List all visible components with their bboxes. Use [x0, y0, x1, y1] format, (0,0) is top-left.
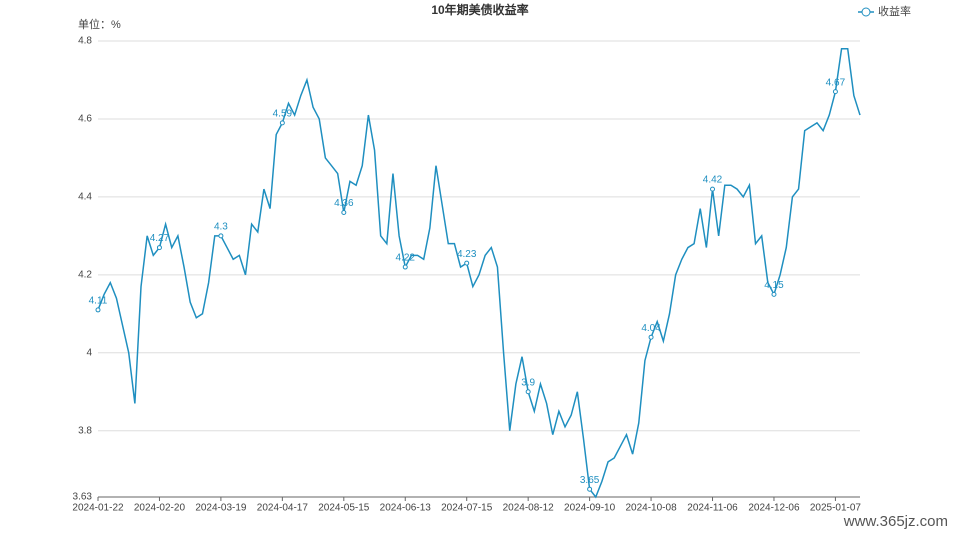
y-tick-label: 4.2 — [78, 269, 92, 280]
data-point — [402, 264, 408, 270]
data-point — [95, 307, 101, 313]
x-tick-label: 2024-06-13 — [380, 503, 432, 514]
data-label: 4.22 — [396, 253, 416, 264]
x-tick-label: 2024-04-17 — [257, 503, 309, 514]
data-label: 4.42 — [703, 175, 723, 186]
watermark: www.365jz.com — [843, 513, 948, 530]
y-tick-label: 4.4 — [78, 192, 92, 203]
data-point — [771, 291, 777, 297]
legend-marker — [861, 7, 871, 17]
data-point — [525, 389, 531, 395]
data-label: 4.3 — [214, 222, 228, 233]
y-tick-label: 3.8 — [78, 425, 92, 436]
data-label: 4.04 — [641, 323, 661, 334]
x-tick-label: 2025-01-07 — [810, 503, 862, 514]
data-point — [341, 209, 347, 215]
x-tick-label: 2024-08-12 — [503, 503, 555, 514]
data-point — [832, 89, 838, 95]
data-label: 4.27 — [150, 233, 170, 244]
data-line — [97, 48, 861, 499]
data-label: 3.9 — [521, 377, 535, 388]
data-point — [710, 186, 716, 192]
data-label: 3.65 — [580, 475, 600, 486]
data-label: 4.23 — [457, 249, 477, 260]
data-point — [279, 120, 285, 126]
x-tick-label: 2024-12-06 — [748, 503, 800, 514]
y-tick-label: 4.8 — [78, 36, 92, 47]
x-tick-label: 2024-10-08 — [625, 503, 677, 514]
data-point — [156, 245, 162, 251]
x-tick-label: 2024-01-22 — [72, 503, 124, 514]
data-label: 4.11 — [89, 296, 108, 307]
chart-title: 10年期美债收益率 — [431, 2, 528, 17]
y-tick-label: 3.63 — [73, 492, 93, 503]
x-tick-label: 2024-05-15 — [318, 503, 370, 514]
data-point — [648, 334, 654, 340]
data-label: 4.59 — [273, 108, 293, 119]
data-label: 4.67 — [826, 77, 846, 88]
x-tick-label: 2024-07-15 — [441, 503, 493, 514]
y-tick-label: 4 — [86, 347, 92, 358]
x-tick-label: 2024-02-20 — [134, 503, 186, 514]
data-label: 4.36 — [334, 198, 354, 209]
data-point — [218, 233, 224, 239]
x-tick-label: 2024-11-06 — [687, 503, 738, 514]
unit-label: 单位：% — [78, 17, 121, 31]
y-tick-label: 4.6 — [78, 114, 92, 125]
data-label: 4.15 — [764, 280, 784, 291]
x-tick-label: 2024-03-19 — [195, 503, 247, 514]
x-tick-label: 2024-09-10 — [564, 503, 616, 514]
legend-label: 收益率 — [878, 4, 911, 18]
data-point — [587, 486, 593, 492]
data-point — [464, 260, 470, 266]
